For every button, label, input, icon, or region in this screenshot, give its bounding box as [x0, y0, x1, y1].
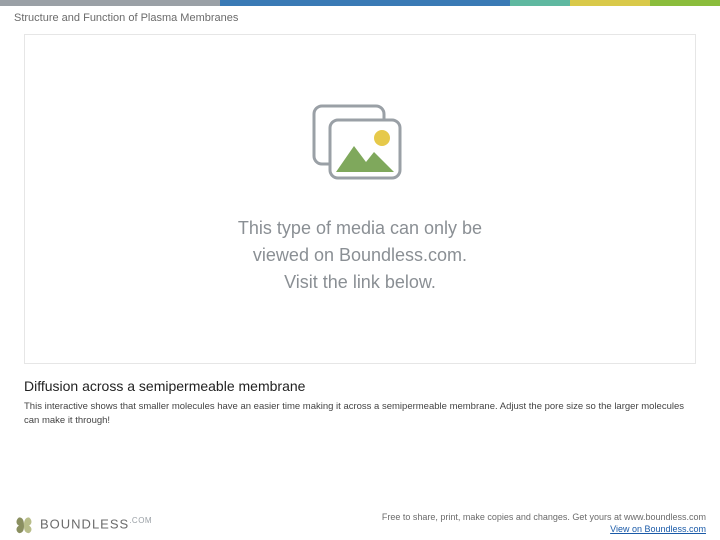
- footer-right: Free to share, print, make copies and ch…: [382, 512, 706, 534]
- boundless-logo-icon: [14, 514, 34, 534]
- media-msg-line: This type of media can only be: [238, 215, 482, 242]
- caption-description: This interactive shows that smaller mole…: [24, 400, 696, 428]
- logo-text-com: .COM: [129, 516, 152, 525]
- footer-attribution: Free to share, print, make copies and ch…: [382, 512, 706, 522]
- logo-text-main: BOUNDLESS: [40, 517, 129, 532]
- media-msg-line: viewed on Boundless.com.: [238, 242, 482, 269]
- media-placeholder-box: This type of media can only be viewed on…: [24, 34, 696, 364]
- logo: BOUNDLESS.COM: [14, 514, 152, 534]
- image-placeholder-icon: [308, 102, 413, 197]
- caption-title: Diffusion across a semipermeable membran…: [24, 378, 696, 394]
- top-color-stripe: [0, 0, 720, 6]
- media-unavailable-message: This type of media can only be viewed on…: [238, 215, 482, 296]
- page-title: Structure and Function of Plasma Membran…: [0, 6, 720, 34]
- footer: BOUNDLESS.COM Free to share, print, make…: [0, 504, 720, 540]
- logo-text: BOUNDLESS.COM: [40, 516, 152, 531]
- media-msg-line: Visit the link below.: [238, 269, 482, 296]
- view-on-boundless-link[interactable]: View on Boundless.com: [382, 524, 706, 534]
